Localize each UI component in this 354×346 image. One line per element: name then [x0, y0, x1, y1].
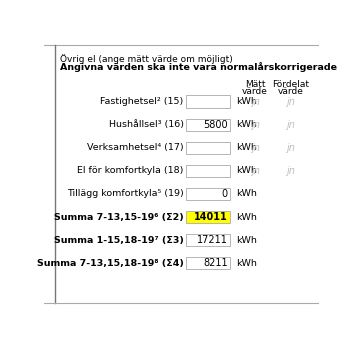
Bar [186, 211, 230, 223]
Text: Fördelat: Fördelat [272, 80, 309, 89]
Bar [186, 257, 230, 270]
Text: kWh: kWh [236, 212, 257, 221]
Text: 5800: 5800 [203, 120, 228, 130]
Text: 17211: 17211 [197, 235, 228, 245]
Bar [186, 165, 230, 177]
Text: jn: jn [251, 120, 259, 130]
Text: kWh: kWh [236, 143, 257, 152]
Text: kWh: kWh [236, 190, 257, 199]
Text: kWh: kWh [236, 166, 257, 175]
Text: Tillägg komfortkyla⁵ (19): Tillägg komfortkyla⁵ (19) [67, 190, 184, 199]
Text: 8211: 8211 [203, 258, 228, 268]
Text: jn: jn [251, 143, 259, 153]
Text: kWh: kWh [236, 97, 257, 106]
Text: 14011: 14011 [194, 212, 228, 222]
Text: kWh: kWh [236, 259, 257, 268]
Text: Verksamhetsel⁴ (17): Verksamhetsel⁴ (17) [87, 143, 184, 152]
Text: Summa 7-13,15-19⁶ (Σ2): Summa 7-13,15-19⁶ (Σ2) [54, 212, 184, 221]
Bar [186, 234, 230, 246]
Text: jn: jn [286, 143, 295, 153]
Text: jn: jn [251, 166, 259, 176]
Bar [186, 95, 230, 108]
Text: jn: jn [286, 166, 295, 176]
Bar [186, 119, 230, 131]
Text: Summa 1-15,18-19⁷ (Σ3): Summa 1-15,18-19⁷ (Σ3) [54, 236, 184, 245]
Text: Övrig el (ange mätt värde om möjligt): Övrig el (ange mätt värde om möjligt) [60, 54, 233, 64]
Text: värde: värde [242, 87, 268, 96]
Bar [186, 142, 230, 154]
Text: jn: jn [251, 97, 259, 107]
Text: jn: jn [286, 120, 295, 130]
Text: 0: 0 [222, 189, 228, 199]
Text: Fastighetsel² (15): Fastighetsel² (15) [101, 97, 184, 106]
Text: Mätt: Mätt [245, 80, 265, 89]
Text: Hushållsel³ (16): Hushållsel³ (16) [109, 120, 184, 129]
Text: värde: värde [278, 87, 304, 96]
Text: Angivna värden ska inte vara normalårskorrigerade: Angivna värden ska inte vara normalårsko… [60, 62, 337, 72]
Text: jn: jn [286, 97, 295, 107]
Bar [186, 188, 230, 200]
Text: kWh: kWh [236, 120, 257, 129]
Text: El för komfortkyla (18): El för komfortkyla (18) [78, 166, 184, 175]
Text: Summa 7-13,15,18-19⁸ (Σ4): Summa 7-13,15,18-19⁸ (Σ4) [37, 259, 184, 268]
Text: kWh: kWh [236, 236, 257, 245]
